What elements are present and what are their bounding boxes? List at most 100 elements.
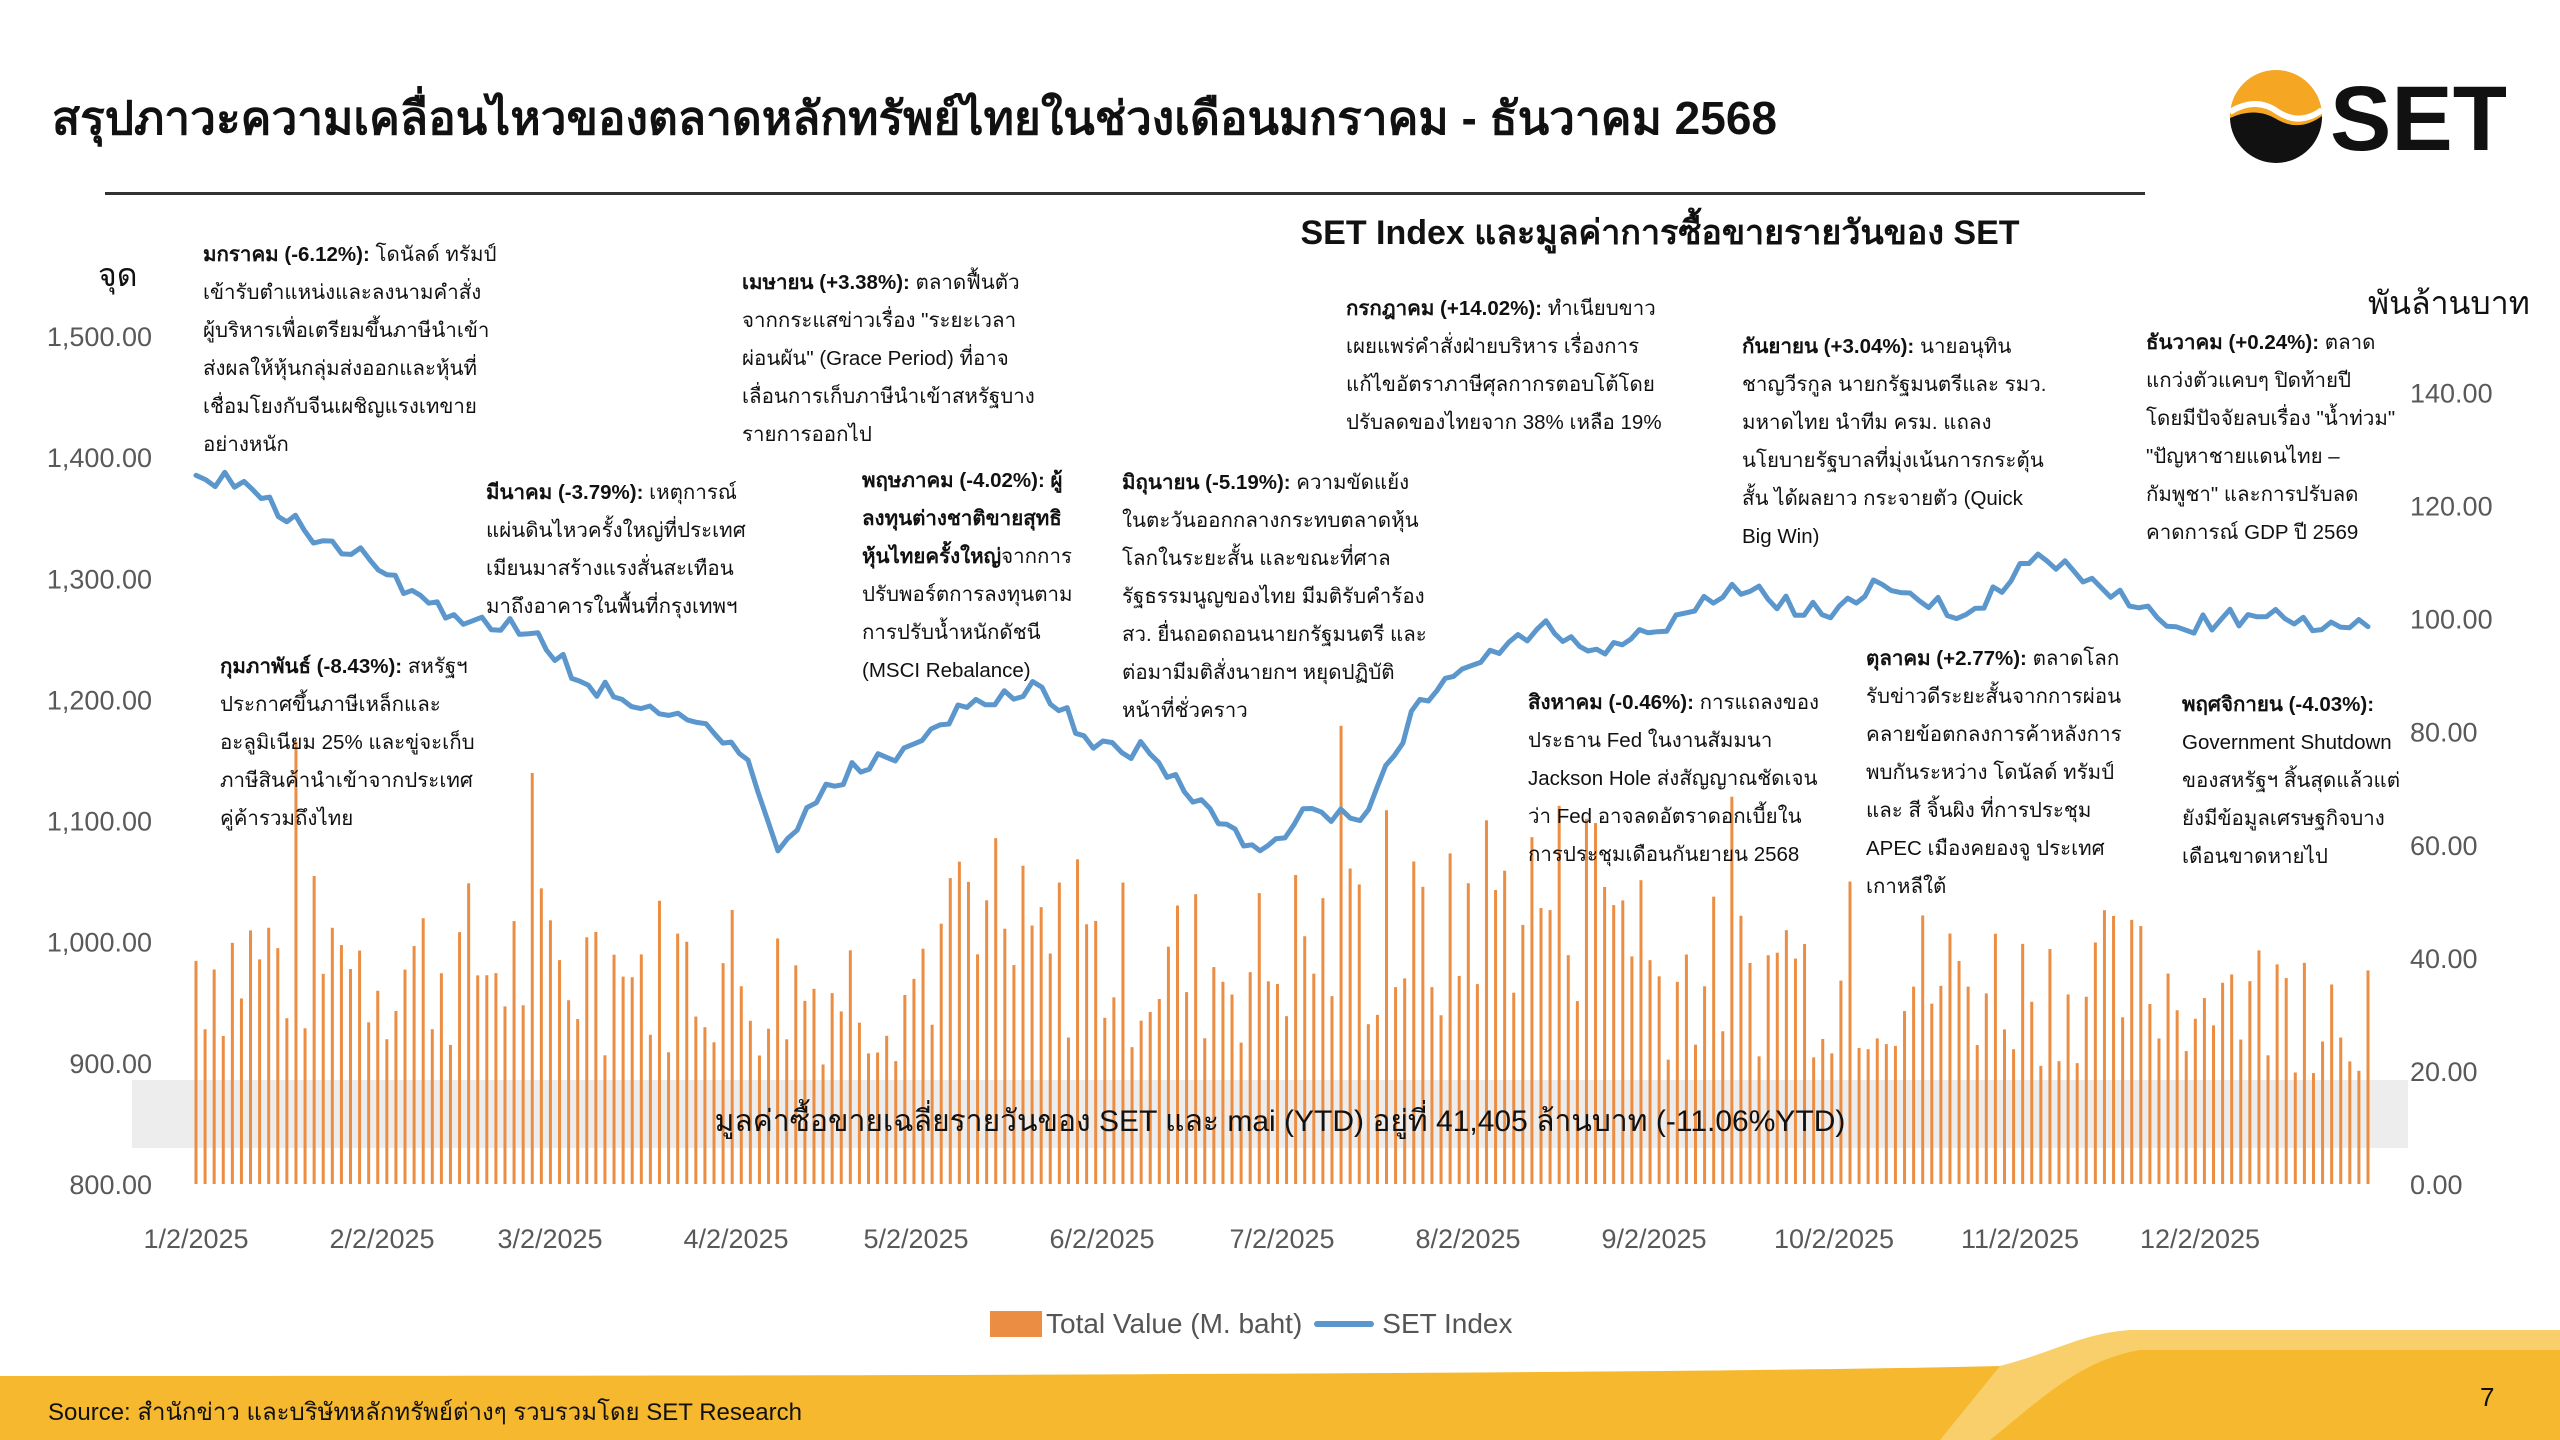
x-tick-label: 2/2/2025 [329,1224,434,1254]
value-bar [1121,882,1125,1184]
x-tick-label: 10/2/2025 [1774,1224,1894,1254]
value-bar [1984,993,1988,1184]
value-bar [1421,886,1425,1184]
value-bar [339,945,343,1184]
value-bar [421,918,425,1184]
value-bar [548,920,552,1184]
chart-title: SET Index และมูลค่าการซื้อขายรายวันของ S… [1300,214,2020,252]
value-bar [412,946,416,1184]
value-bar [203,1029,207,1184]
value-bar [1275,983,1279,1184]
value-bar [2075,1063,2079,1184]
value-bar [1348,868,1352,1184]
legend-line-label: SET Index [1382,1308,1513,1339]
value-bar [1321,898,1325,1184]
value-bar [957,861,961,1184]
value-bar [2184,1051,2188,1184]
value-bar [694,1016,698,1184]
value-bar [2057,1061,2061,1184]
value-bar [848,950,852,1184]
value-bar [739,986,743,1184]
value-bar [785,1039,789,1184]
left-tick-label: 900.00 [69,1049,152,1079]
value-bar [594,931,598,1184]
value-bar [1021,865,1025,1184]
value-bar [330,927,334,1184]
value-bar [1175,905,1179,1184]
value-bar [2257,950,2261,1184]
value-bar [867,1053,871,1184]
value-bar [676,933,680,1184]
right-tick-label: 100.00 [2410,605,2493,635]
total-value-bars [194,725,2370,1184]
value-bar [239,998,243,1184]
value-bar [1566,955,1570,1184]
value-bar [1285,1016,1289,1184]
value-bar [2212,1025,2216,1184]
annotation-march: มีนาคม (-3.79%): เหตุการณ์ แผ่นดินไหวครั… [486,481,746,618]
value-bar [1884,1044,1888,1184]
value-bar [1357,884,1361,1184]
right-axis-label: พันล้านบาท [2368,285,2530,321]
value-bar [794,965,798,1184]
value-bar [1821,1038,1825,1184]
value-bar [558,960,562,1184]
value-bar [2030,1001,2034,1184]
value-bar [249,930,253,1184]
value-bar [948,878,952,1184]
value-bar [1712,896,1716,1184]
x-tick-label: 3/2/2025 [497,1224,602,1254]
x-tick-label: 9/2/2025 [1601,1224,1706,1254]
value-bar [757,1055,761,1184]
value-bar [448,1044,452,1184]
legend-line-swatch [1314,1321,1375,1327]
value-bar [648,1034,652,1184]
value-bar [876,1052,880,1184]
value-bar [2175,1010,2179,1184]
value-bar [1975,1045,1979,1184]
value-bar [1675,981,1679,1184]
value-bar [2021,943,2025,1184]
value-bar [2348,1061,2352,1184]
right-tick-label: 80.00 [2410,718,2478,748]
value-bar [1766,955,1770,1184]
value-bar [2166,973,2170,1184]
footer-wave [0,1330,2560,1440]
annotation-october: ตุลาคม (+2.77%): ตลาดโลก รับข่าวดีระยะสั… [1866,647,2122,898]
value-bar [267,927,271,1184]
value-bar [912,978,916,1184]
value-bar [857,1022,861,1184]
left-tick-label: 1,500.00 [47,322,152,352]
value-bar [1221,981,1225,1184]
value-bar [1548,910,1552,1184]
value-bar [812,988,816,1184]
value-bar [1185,992,1189,1184]
left-tick-label: 1,000.00 [47,928,152,958]
value-bar [657,900,661,1184]
value-bar [2112,915,2116,1184]
left-axis-label: จุด [98,257,138,293]
value-bar [1721,1031,1725,1184]
value-bar [312,876,316,1184]
value-bar [621,976,625,1184]
value-bar [966,881,970,1184]
value-bar [2148,1004,2152,1184]
avg-value-banner: มูลค่าซื้อขายเฉลี่ยรายวันของ SET และ mai… [714,1105,1846,1138]
value-bar [1857,1047,1861,1184]
value-bar [1248,972,1252,1184]
value-bar [258,959,262,1184]
legend-bar-label: Total Value (M. baht) [1046,1308,1303,1339]
legend-bar-swatch [990,1311,1042,1337]
value-bar [476,975,480,1184]
value-bar [2302,962,2306,1184]
x-tick-label: 7/2/2025 [1229,1224,1334,1254]
value-bar [1812,1057,1816,1184]
value-bar [1475,984,1479,1184]
value-bar [721,963,725,1184]
value-bar [1003,928,1007,1184]
value-bar [221,1035,225,1184]
value-bar [1403,978,1407,1184]
value-bar [1194,894,1198,1184]
value-bar [685,941,689,1184]
